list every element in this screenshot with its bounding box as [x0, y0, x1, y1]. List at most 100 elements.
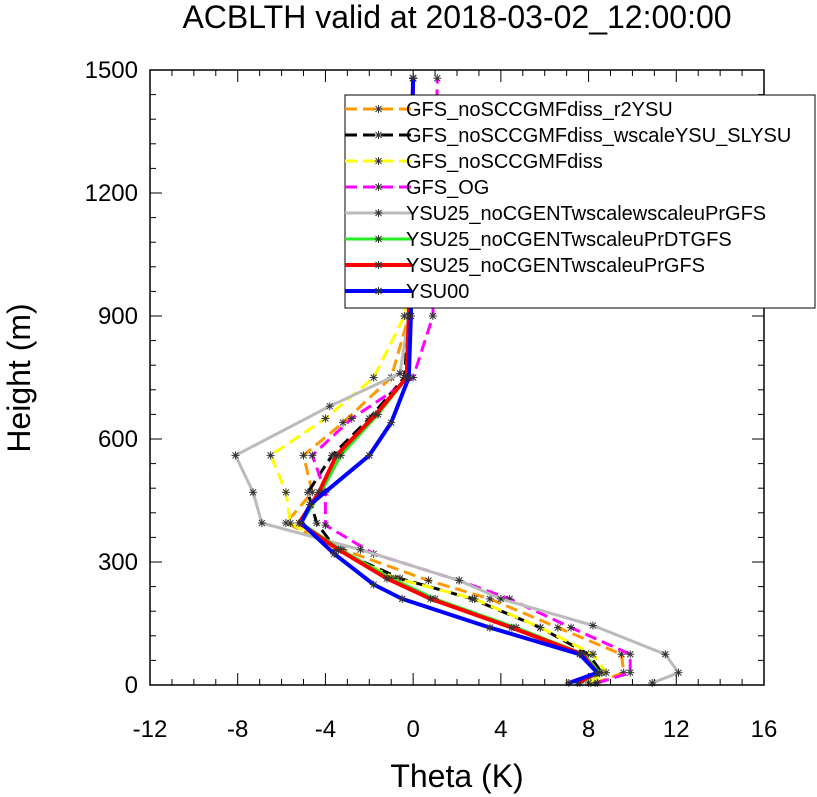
legend-label: YSU25_noCGENTwscalewscaleuPrGFS	[406, 203, 766, 225]
data-point	[231, 451, 240, 460]
y-tick-label: 1200	[85, 180, 138, 207]
data-point	[536, 623, 545, 632]
data-point	[588, 650, 597, 659]
data-point	[433, 74, 442, 83]
data-point	[575, 650, 584, 659]
data-point	[308, 451, 317, 460]
data-point	[356, 545, 365, 554]
x-tick-label: -8	[227, 716, 248, 743]
data-point	[674, 668, 683, 677]
legend-label: YSU00	[406, 281, 469, 303]
legend-item: YSU25_noCGENTwscaleuPrDTGFS	[345, 229, 732, 251]
series-layer	[231, 74, 683, 687]
data-point	[374, 235, 383, 243]
data-point	[485, 594, 494, 603]
y-axis-label: Height (m)	[1, 303, 37, 452]
x-tick-label: 16	[751, 716, 778, 743]
data-point	[567, 623, 576, 632]
x-tick-label: 8	[582, 716, 595, 743]
data-point	[330, 549, 339, 558]
data-point	[321, 414, 330, 423]
legend-item: GFS_noSCCGMFdiss	[345, 151, 603, 173]
data-point	[281, 488, 290, 497]
data-point	[426, 594, 435, 603]
data-point	[374, 157, 383, 165]
legend-label: GFS_noSCCGMFdiss_wscaleYSU_SLYSU	[406, 125, 791, 147]
data-point	[553, 623, 562, 632]
data-point	[455, 576, 464, 585]
x-axis-label: Theta (K)	[390, 758, 523, 794]
data-point	[369, 373, 378, 382]
data-point	[374, 209, 383, 217]
data-point	[338, 418, 347, 427]
tick-labels: -12 -8 -4 0 4 8 12 16 0 300 600 900 1200 1500	[85, 57, 778, 743]
data-point	[374, 183, 383, 191]
data-point	[266, 451, 275, 460]
legend-label: GFS_noSCCGMFdiss_r2YSU	[406, 99, 673, 121]
x-tick-label: 0	[406, 716, 419, 743]
data-point	[332, 451, 341, 460]
data-point	[409, 74, 418, 83]
legend-label: YSU25_noCGENTwscaleuPrGFS	[406, 255, 705, 277]
chart-title: ACBLTH valid at 2018-03-02_12:00:00	[182, 0, 731, 35]
legend-item: GFS_noSCCGMFdiss_wscaleYSU_SLYSU	[345, 125, 791, 147]
data-point	[626, 668, 635, 677]
data-point	[485, 623, 494, 632]
data-point	[347, 414, 356, 423]
data-point	[297, 519, 306, 528]
data-point	[312, 519, 321, 528]
data-point	[661, 650, 670, 659]
x-tick-label: 4	[494, 716, 507, 743]
data-point	[249, 488, 258, 497]
y-tick-label: 1500	[85, 57, 138, 84]
data-point	[424, 576, 433, 585]
series-YSU00	[297, 74, 602, 687]
data-point	[325, 402, 334, 411]
legend-item: YSU00	[345, 281, 469, 303]
y-tick-label: 600	[98, 426, 138, 453]
data-point	[299, 451, 308, 460]
x-tick-label: 12	[663, 716, 690, 743]
data-point	[398, 594, 407, 603]
data-point	[371, 410, 380, 419]
data-point	[387, 418, 396, 427]
data-point	[588, 621, 597, 630]
legend-item: GFS_noSCCGMFdiss_r2YSU	[345, 99, 673, 121]
data-point	[374, 131, 383, 139]
legend-item: YSU25_noCGENTwscalewscaleuPrGFS	[345, 203, 766, 225]
data-point	[406, 312, 415, 320]
legend-item: GFS_OG	[345, 177, 489, 199]
series-line	[269, 78, 608, 685]
data-point	[428, 312, 437, 320]
data-point	[374, 105, 383, 113]
data-point	[306, 500, 315, 509]
legend-label: GFS_OG	[406, 177, 489, 199]
data-point	[321, 521, 330, 530]
legend-box	[344, 94, 816, 309]
y-tick-label: 300	[98, 549, 138, 576]
data-point	[507, 623, 516, 632]
legend: GFS_noSCCGMFdiss_r2YSU GFS_noSCCGMFdiss_w…	[344, 94, 816, 309]
data-point	[404, 373, 413, 382]
data-point	[395, 369, 404, 378]
data-point	[369, 580, 378, 589]
data-point	[257, 519, 266, 528]
data-point	[374, 261, 383, 269]
data-point	[470, 594, 479, 603]
data-point	[382, 574, 391, 583]
legend-label: GFS_noSCCGMFdiss	[406, 151, 603, 173]
data-point	[365, 451, 374, 460]
data-point	[374, 287, 383, 295]
y-tick-label: 900	[98, 303, 138, 330]
plot-frame	[149, 69, 765, 686]
data-point	[496, 594, 505, 603]
legend-label: YSU25_noCGENTwscaleuPrDTGFS	[406, 229, 732, 251]
x-tick-label: -4	[315, 716, 336, 743]
x-tick-label: -12	[133, 716, 168, 743]
legend-item: YSU25_noCGENTwscaleuPrGFS	[345, 255, 705, 277]
data-point	[593, 668, 602, 677]
data-point	[286, 519, 295, 528]
y-tick-label: 0	[125, 672, 138, 699]
data-point	[303, 488, 312, 497]
